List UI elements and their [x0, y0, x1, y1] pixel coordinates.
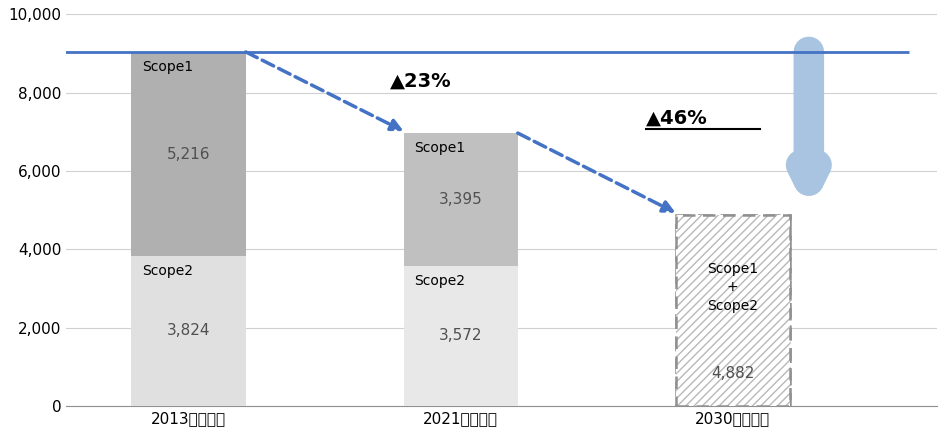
Text: 3,395: 3,395	[438, 192, 482, 207]
Bar	[675, 215, 789, 406]
Bar	[675, 215, 789, 406]
Text: 3,572: 3,572	[438, 329, 481, 343]
Bar	[131, 256, 245, 406]
Text: Scope1: Scope1	[143, 60, 194, 74]
Text: ▲23%: ▲23%	[390, 71, 451, 90]
Text: Scope1: Scope1	[414, 141, 465, 155]
Text: 5,216: 5,216	[167, 147, 211, 161]
Text: 3,824: 3,824	[167, 323, 211, 339]
Text: Scope2: Scope2	[143, 264, 194, 278]
Text: Scope2: Scope2	[414, 274, 464, 288]
Bar	[403, 133, 517, 266]
Text: 4,882: 4,882	[710, 366, 753, 381]
Bar	[131, 52, 245, 256]
Bar	[403, 266, 517, 406]
Text: Scope1
+
Scope2: Scope1 + Scope2	[706, 262, 757, 313]
Text: ▲46%: ▲46%	[645, 108, 707, 128]
